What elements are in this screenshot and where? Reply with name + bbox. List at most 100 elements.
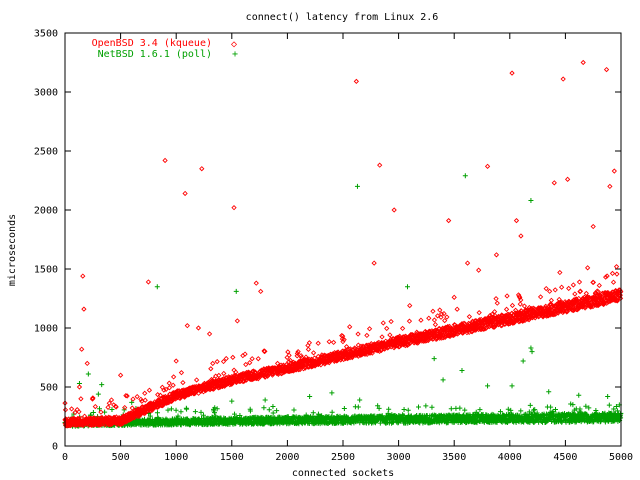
openbsd-point: [255, 356, 261, 362]
netbsd-point: [90, 409, 96, 415]
openbsd-point: [208, 366, 214, 372]
openbsd-point: [518, 233, 524, 239]
netbsd-point: [586, 405, 592, 411]
openbsd-point: [447, 332, 453, 338]
openbsd-point: [258, 288, 264, 295]
netbsd-point: [575, 411, 581, 417]
x-axis-label: connected sockets: [292, 468, 394, 479]
openbsd-point: [380, 320, 386, 326]
openbsd-point: [566, 285, 572, 292]
netbsd-point: [95, 391, 101, 397]
openbsd-point: [262, 348, 268, 354]
openbsd-point: [295, 349, 301, 355]
openbsd-point: [388, 318, 394, 325]
legend-label-openbsd: OpenBSD 3.4 (kqueue): [92, 38, 212, 49]
openbsd-point: [494, 300, 500, 306]
openbsd-point: [464, 260, 471, 266]
openbsd-point: [216, 372, 222, 379]
netbsd-point: [485, 383, 491, 389]
netbsd-point: [509, 383, 515, 389]
netbsd-point: [606, 402, 612, 408]
openbsd-point: [614, 298, 621, 304]
openbsd-point: [431, 317, 438, 323]
openbsd-point: [437, 307, 443, 313]
openbsd-point: [407, 341, 413, 347]
openbsd-point: [407, 302, 413, 309]
netbsd-point: [429, 404, 435, 410]
openbsd-point: [564, 176, 571, 182]
openbsd-point: [442, 317, 448, 324]
openbsd-point: [124, 393, 130, 399]
openbsd-point: [80, 273, 86, 279]
netbsd-point: [520, 358, 526, 364]
netbsd-point: [154, 284, 160, 290]
openbsd-point: [454, 306, 460, 312]
openbsd-point: [145, 279, 152, 285]
legend-marker-netbsd: +: [232, 49, 238, 60]
openbsd-point: [560, 76, 566, 82]
openbsd-point: [355, 331, 361, 337]
openbsd-point: [564, 308, 571, 314]
openbsd-point: [552, 287, 558, 293]
openbsd-point: [493, 295, 499, 302]
openbsd-point: [230, 354, 236, 361]
openbsd-point: [609, 270, 616, 277]
openbsd-point: [603, 66, 610, 73]
openbsd-point: [377, 162, 383, 168]
openbsd-point: [391, 207, 397, 213]
openbsd-point: [476, 267, 482, 273]
netbsd-point: [261, 405, 267, 411]
openbsd-point: [543, 313, 550, 319]
openbsd-point: [184, 323, 190, 329]
netbsd-point: [614, 408, 620, 414]
openbsd-point: [537, 294, 544, 300]
openbsd-point: [546, 288, 553, 294]
openbsd-point: [166, 380, 172, 386]
openbsd-point: [434, 313, 441, 319]
openbsd-point: [483, 325, 489, 332]
openbsd-point: [484, 163, 491, 169]
openbsd-point: [576, 279, 583, 285]
netbsd-point: [357, 397, 363, 403]
netbsd-point: [173, 407, 179, 413]
netbsd-point: [247, 408, 253, 414]
netbsd-point: [529, 349, 535, 355]
openbsd-point: [503, 306, 510, 312]
openbsd-point: [129, 405, 135, 411]
openbsd-point: [585, 265, 591, 271]
openbsd-point: [406, 318, 413, 324]
openbsd-point: [509, 70, 515, 76]
openbsd-point: [182, 190, 188, 197]
openbsd-point: [162, 157, 168, 164]
openbsd-point: [366, 326, 373, 332]
openbsd-point: [517, 294, 523, 301]
netbsd-point: [147, 413, 153, 419]
openbsd-point: [286, 352, 292, 358]
openbsd-point: [305, 346, 312, 352]
x-tick-label: 2500: [331, 452, 355, 463]
openbsd-point: [108, 397, 115, 403]
openbsd-point: [98, 409, 104, 415]
openbsd-point: [613, 264, 620, 270]
netbsd-point: [505, 406, 511, 412]
netbsd-point: [270, 403, 276, 409]
netbsd-point: [401, 407, 407, 413]
openbsd-point: [180, 379, 186, 386]
netbsd-point: [577, 406, 583, 412]
netbsd-point: [214, 406, 220, 412]
openbsd-point: [300, 366, 307, 372]
openbsd-point: [123, 393, 129, 399]
netbsd-point: [154, 410, 160, 416]
netbsd-point: [165, 407, 171, 413]
openbsd-point: [588, 304, 594, 310]
netbsd-point: [416, 404, 422, 410]
openbsd-point: [214, 358, 220, 365]
netbsd-point: [270, 410, 276, 416]
netbsd-point: [459, 367, 465, 373]
openbsd-point: [558, 284, 565, 290]
netbsd-point: [178, 409, 184, 415]
netbsd-point: [528, 345, 534, 351]
openbsd-point: [178, 370, 185, 376]
y-tick-label: 0: [52, 442, 58, 453]
